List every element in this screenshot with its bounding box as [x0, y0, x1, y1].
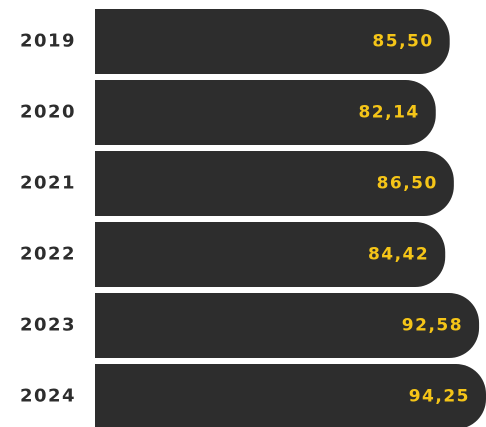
- bar: [95, 151, 454, 216]
- category-label: 2024: [20, 386, 76, 407]
- category-label: 2023: [20, 315, 76, 336]
- value-label: 85,50: [372, 32, 433, 52]
- value-label: 86,50: [377, 174, 438, 194]
- category-label: 2019: [20, 31, 76, 52]
- bar: [95, 364, 486, 427]
- value-label: 84,42: [368, 245, 429, 265]
- category-label: 2021: [20, 173, 76, 194]
- bar: [95, 9, 450, 74]
- bar: [95, 293, 480, 358]
- bar: [95, 222, 446, 287]
- category-label: 2020: [20, 102, 76, 123]
- bar: [95, 80, 436, 145]
- category-label: 2022: [20, 244, 76, 265]
- value-label: 94,25: [409, 387, 470, 407]
- value-label: 92,58: [402, 316, 463, 336]
- value-label: 82,14: [358, 103, 419, 123]
